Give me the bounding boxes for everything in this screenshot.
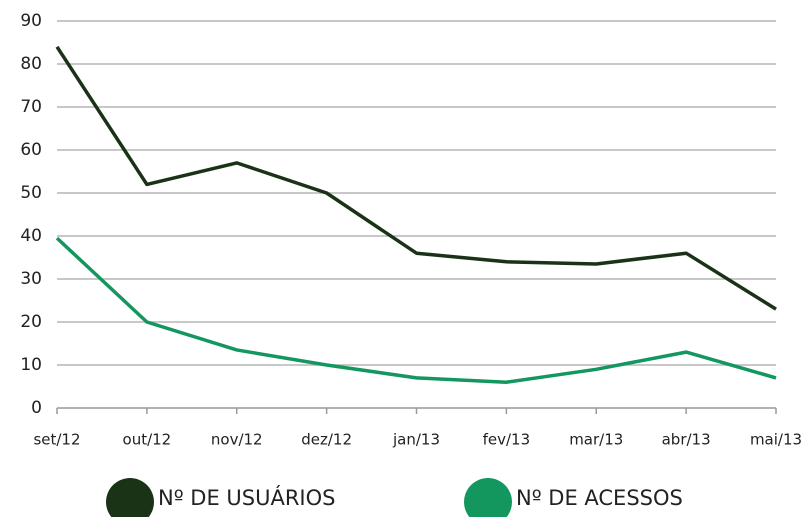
- y-tick-label: 60: [20, 140, 42, 160]
- legend-swatch: [106, 478, 154, 517]
- x-tick-label: fev/13: [483, 431, 531, 449]
- y-tick-label: 20: [20, 312, 42, 332]
- x-tick-label: jan/13: [392, 431, 440, 449]
- y-tick-label: 10: [20, 355, 42, 375]
- x-tick-label: nov/12: [211, 431, 263, 449]
- x-tick-label: set/12: [33, 431, 80, 449]
- y-tick-label: 80: [20, 54, 42, 74]
- y-tick-label: 0: [31, 398, 42, 418]
- legend-swatch: [464, 478, 512, 517]
- series-line: [55, 45, 777, 311]
- y-tick-label: 50: [20, 183, 42, 203]
- x-tick-label: mai/13: [750, 431, 802, 449]
- legend-label: Nº DE USUÁRIOS: [158, 485, 335, 510]
- x-tick-label: dez/12: [301, 431, 352, 449]
- y-tick-label: 40: [20, 226, 42, 246]
- y-tick-label: 70: [20, 97, 42, 117]
- legend-label: Nº DE ACESSOS: [516, 486, 683, 510]
- y-tick-label: 90: [20, 11, 42, 31]
- x-tick-label: out/12: [123, 431, 172, 449]
- x-tick-label: mar/13: [569, 431, 623, 449]
- y-tick-label: 30: [20, 269, 42, 289]
- series-line: [55, 236, 777, 384]
- x-tick-label: abr/13: [662, 431, 711, 449]
